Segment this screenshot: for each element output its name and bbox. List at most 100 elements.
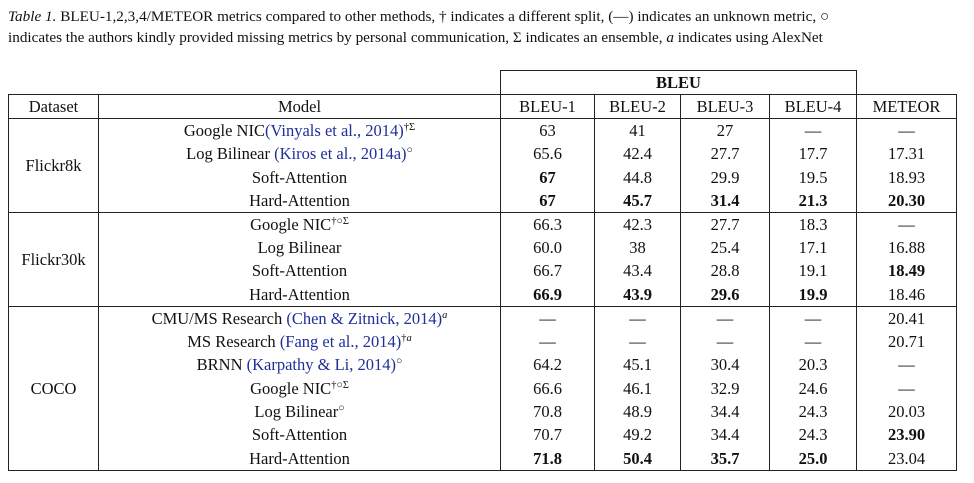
value-cell-meteor: 23.90	[856, 423, 957, 447]
value-cell-bleu-3: 35.7	[680, 446, 770, 471]
value-cell-bleu-4: —	[769, 118, 857, 142]
value-cell-bleu-4: 19.1	[769, 259, 857, 283]
table-row: Flickr8k Google NIC(Vinyals et al., 2014)…	[8, 118, 957, 213]
table-row: Google NIC†○Σ 66.6 46.1 32.9 24.6—	[9, 376, 957, 400]
value-cell-bleu-1: 60.0	[500, 235, 595, 260]
table-row: Log Bilinear○ 70.8 48.9 34.4 24.3 20.03	[9, 399, 957, 424]
value-cell-bleu-3: —	[680, 329, 770, 353]
value-cell-bleu-2: 45.1	[594, 352, 681, 377]
value-cell-bleu-3: 29.6	[680, 282, 770, 307]
results-table: BLEU Dataset Model BLEU-1 BLEU-2 BLEU-3 …	[8, 70, 957, 471]
model-name: Hard-Attention	[249, 190, 350, 210]
table-row: Soft-Attention 70.7 49.2 34.4 24.3 23.90	[9, 423, 957, 447]
model-cell: Hard-Attention	[98, 188, 501, 213]
model-name: CMU/MS Research	[151, 308, 287, 328]
model-cell: Log Bilinear (Kiros et al., 2014a)○	[98, 142, 501, 166]
value-cell-bleu-4: 17.7	[769, 142, 857, 166]
value-cell-bleu-1: 63	[500, 118, 595, 142]
dataset-cell: Flickr30k	[8, 211, 99, 307]
table-row: Flickr30k Google NIC†○Σ 66.3 42.3 27.7 18.3—	[8, 211, 957, 307]
model-name: Google NIC	[183, 121, 265, 140]
model-name: Google NIC	[250, 214, 332, 234]
value-cell-bleu-1: —	[500, 329, 595, 353]
caption-var: a	[666, 29, 674, 46]
value-cell-bleu-1: —	[500, 305, 595, 330]
table-row: Hard-Attention 67 45.7 31.4 21.3 20.30	[9, 188, 957, 213]
value-cell-bleu-3: 27.7	[680, 211, 770, 236]
value-cell-bleu-2: 43.9	[594, 282, 681, 307]
value-cell-bleu-1: 66.6	[500, 376, 595, 400]
value-cell-bleu-3: 30.4	[680, 352, 770, 377]
value-cell-bleu-1: 71.8	[500, 446, 595, 471]
caption-text-2b: indicates using AlexNet	[673, 29, 823, 46]
model-name: Log Bilinear	[186, 144, 275, 164]
citation-link[interactable]: (Fang et al., 2014)	[279, 331, 402, 351]
value-cell-bleu-3: 28.8	[680, 259, 770, 283]
bleu-group-header: BLEU	[500, 70, 857, 95]
model-cell: Google NIC†○Σ	[98, 376, 501, 400]
value-cell-bleu-2: 50.4	[594, 446, 681, 471]
citation-link[interactable]: (Kiros et al., 2014a)	[274, 144, 407, 164]
dataset-header: Dataset	[8, 94, 99, 119]
model-cell: Log Bilinear	[98, 235, 501, 260]
model-superscript: ○	[396, 356, 403, 368]
value-cell-meteor: 17.31	[856, 142, 957, 166]
value-cell-bleu-2: 48.9	[594, 399, 681, 424]
value-cell-bleu-3: 32.9	[680, 376, 770, 400]
model-cell: BRNN (Karpathy & Li, 2014)○	[98, 352, 501, 377]
citation-link[interactable]: (Chen & Zitnick, 2014)	[286, 308, 443, 328]
model-superscript: a	[442, 309, 448, 321]
model-name: Google NIC	[250, 378, 332, 398]
value-cell-bleu-4: 17.1	[769, 235, 857, 260]
caption-line-1: Table 1. BLEU-1,2,3,4/METEOR metrics com…	[8, 6, 970, 27]
value-cell-bleu-1: 66.3	[500, 211, 595, 236]
value-cell-bleu-2: 42.3	[594, 211, 681, 236]
value-cell-meteor: 18.46	[856, 282, 957, 307]
citation-link[interactable]: (Vinyals et al., 2014)	[264, 121, 404, 140]
model-name: Log Bilinear	[257, 237, 342, 257]
value-cell-bleu-2: 43.4	[594, 259, 681, 283]
value-cell-bleu-1: 70.8	[500, 399, 595, 424]
model-cell: CMU/MS Research (Chen & Zitnick, 2014)a	[98, 305, 501, 330]
value-cell-bleu-2: 49.2	[594, 423, 681, 447]
value-cell-meteor: 16.88	[856, 235, 957, 260]
value-cell-bleu-1: 66.7	[500, 259, 595, 283]
table-row: Soft-Attention 67 44.8 29.9 19.5 18.93	[9, 165, 957, 189]
model-header: Model	[98, 94, 501, 119]
model-name: Hard-Attention	[249, 448, 350, 468]
value-cell-bleu-2: 41	[594, 118, 681, 142]
model-cell: Hard-Attention	[98, 282, 501, 307]
table-row: BRNN (Karpathy & Li, 2014)○ 64.2 45.1 30.4 2…	[9, 352, 957, 377]
model-name: Log Bilinear	[254, 401, 339, 421]
model-cell: Soft-Attention	[98, 259, 501, 283]
value-cell-bleu-3: 34.4	[680, 399, 770, 424]
table-row: Hard-Attention 66.9 43.9 29.6 19.9 18.46	[9, 282, 957, 307]
value-cell-meteor: 18.49	[856, 259, 957, 283]
value-cell-bleu-4: 19.5	[769, 165, 857, 189]
value-cell-meteor: —	[856, 352, 957, 377]
value-cell-bleu-2: 38	[594, 235, 681, 260]
value-cell-bleu-1: 67	[500, 188, 595, 213]
value-cell-meteor: 20.30	[856, 188, 957, 213]
value-cell-bleu-4: 24.6	[769, 376, 857, 400]
value-cell-bleu-4: 19.9	[769, 282, 857, 307]
header-group-row: BLEU	[9, 70, 957, 95]
caption-text-2a: indicates the authors kindly provided mi…	[8, 29, 667, 46]
model-cell: Google NIC†○Σ	[98, 211, 501, 236]
value-cell-bleu-3: 27.7	[680, 142, 770, 166]
model-cell: Hard-Attention	[98, 446, 501, 471]
model-name: Soft-Attention	[251, 425, 348, 445]
value-cell-bleu-3: 27	[680, 118, 770, 142]
value-cell-bleu-1: 64.2	[500, 352, 595, 377]
value-cell-bleu-1: 66.9	[500, 282, 595, 307]
value-cell-bleu-1: 67	[500, 165, 595, 189]
model-cell: Soft-Attention	[98, 423, 501, 447]
value-cell-bleu-2: 44.8	[594, 165, 681, 189]
caption-text-1: BLEU-1,2,3,4/METEOR metrics compared to …	[56, 8, 830, 25]
model-superscript: †Σ	[403, 122, 416, 133]
header-row: Dataset Model BLEU-1 BLEU-2 BLEU-3 BLEU-…	[8, 94, 957, 119]
table-caption: Table 1. BLEU-1,2,3,4/METEOR metrics com…	[8, 6, 970, 48]
model-cell: Google NIC(Vinyals et al., 2014)†Σ	[98, 118, 501, 142]
value-cell-bleu-4: 21.3	[769, 188, 857, 213]
citation-link[interactable]: (Karpathy & Li, 2014)	[246, 355, 396, 375]
